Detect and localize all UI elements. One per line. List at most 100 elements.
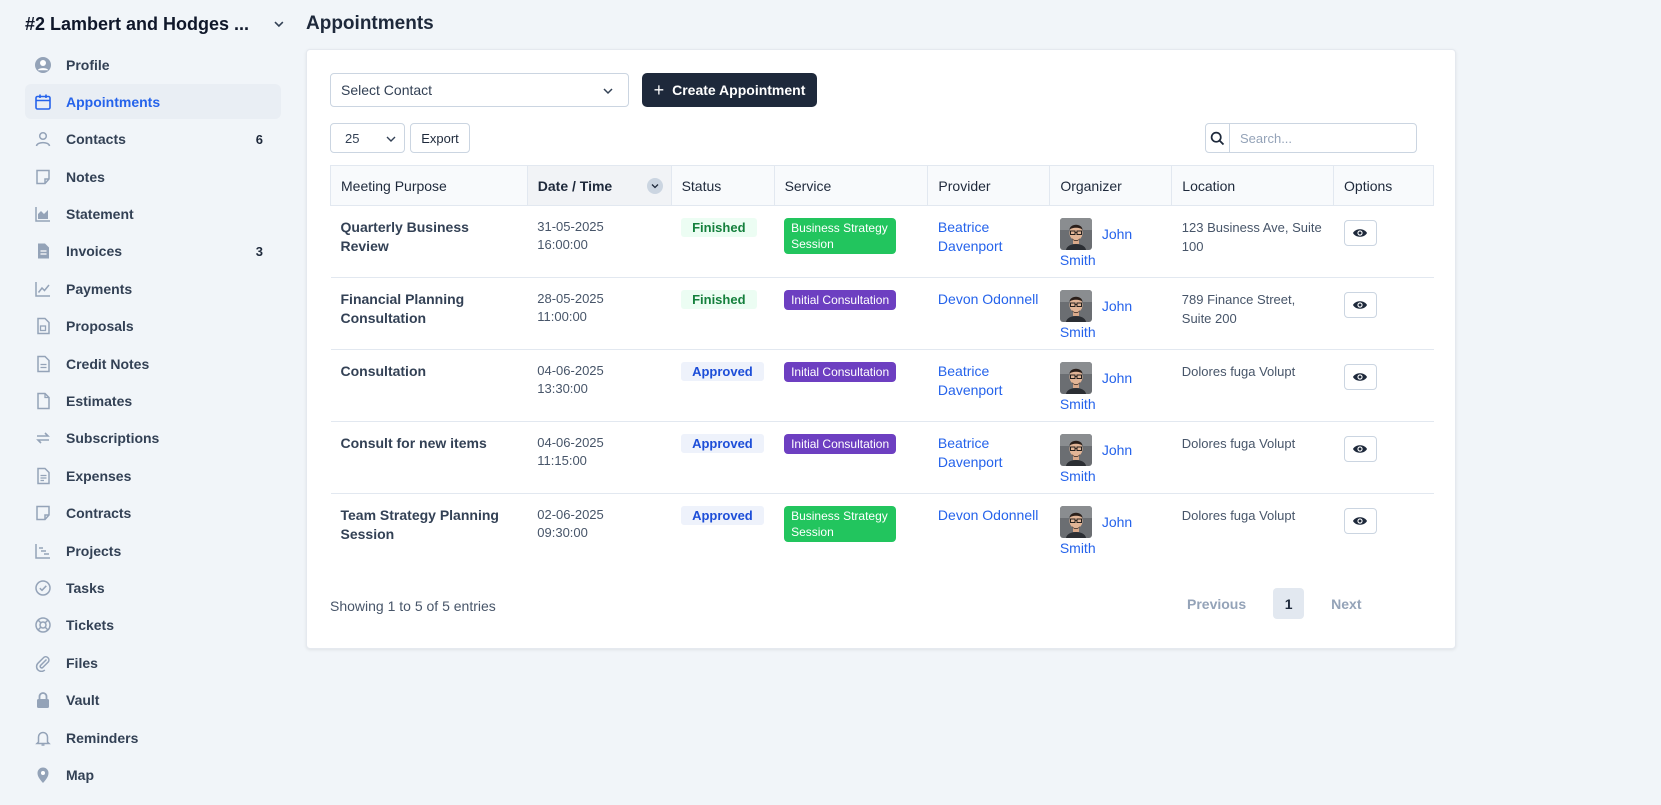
- cell-location: Dolores fuga Volupt: [1171, 349, 1334, 422]
- column-header-meeting-purpose[interactable]: Meeting Purpose: [330, 165, 528, 206]
- sidebar-item-expenses[interactable]: Expenses: [25, 458, 281, 493]
- column-header-provider[interactable]: Provider: [927, 165, 1051, 206]
- sidebar-item-payments[interactable]: Payments: [25, 271, 281, 306]
- organizer-first-name[interactable]: John: [1101, 370, 1133, 386]
- sidebar-item-appointments[interactable]: Appointments: [25, 84, 281, 120]
- cell-service: Business Strategy Session: [774, 494, 928, 566]
- page-1-button[interactable]: 1: [1273, 588, 1305, 619]
- previous-page-button[interactable]: Previous: [1187, 595, 1247, 612]
- check-circle-icon: [34, 579, 52, 597]
- export-button[interactable]: Export: [410, 123, 470, 153]
- column-header-date-time[interactable]: Date / Time: [527, 165, 672, 206]
- organizer-last-name[interactable]: Smith: [1059, 252, 1096, 268]
- sidebar-item-label: Files: [66, 654, 98, 671]
- user-circle-icon: [34, 56, 52, 74]
- status-badge: Finished: [681, 218, 757, 237]
- cell-status: Finished: [671, 277, 775, 350]
- avatar: [1059, 362, 1092, 394]
- sidebar-item-contracts[interactable]: Contracts: [25, 496, 281, 531]
- provider-link[interactable]: Beatrice Davenport: [937, 363, 1003, 398]
- view-button[interactable]: [1343, 508, 1377, 534]
- organizer-last-name[interactable]: Smith: [1059, 324, 1096, 340]
- view-button[interactable]: [1343, 292, 1377, 318]
- sidebar-item-contacts[interactable]: Contacts 6: [25, 122, 281, 157]
- sidebar-item-notes[interactable]: Notes: [25, 159, 281, 194]
- next-page-button[interactable]: Next: [1331, 595, 1362, 612]
- organizer-first-name[interactable]: John: [1101, 442, 1133, 458]
- organizer-last-name[interactable]: Smith: [1059, 540, 1096, 556]
- sidebar-item-label: Tasks: [66, 579, 105, 596]
- view-button[interactable]: [1343, 220, 1377, 246]
- sidebar-item-credit-notes[interactable]: Credit Notes: [25, 346, 281, 381]
- avatar: [1059, 506, 1092, 538]
- sidebar-item-profile[interactable]: Profile: [25, 47, 281, 82]
- cell-service: Initial Consultation: [774, 349, 928, 422]
- service-badge: Business Strategy Session: [784, 506, 897, 542]
- sidebar-item-reminders[interactable]: Reminders: [25, 720, 281, 755]
- organizer-first-name[interactable]: John: [1101, 298, 1133, 314]
- line-chart-icon: [34, 280, 52, 298]
- sidebar-item-tasks[interactable]: Tasks: [25, 570, 281, 605]
- provider-link[interactable]: Devon Odonnell: [937, 291, 1039, 307]
- search-input[interactable]: [1230, 124, 1416, 152]
- organizer-first-name[interactable]: John: [1101, 226, 1133, 242]
- sidebar-item-tickets[interactable]: Tickets: [25, 608, 281, 643]
- sidebar-item-estimates[interactable]: Estimates: [25, 384, 281, 419]
- client-switcher[interactable]: #2 Lambert and Hodges ...: [25, 12, 285, 36]
- sidebar-item-count: 3: [255, 243, 263, 259]
- search-icon[interactable]: [1206, 124, 1230, 152]
- cell-meeting-purpose: Quarterly Business Review: [330, 205, 528, 278]
- chart-steps-icon: [34, 542, 52, 560]
- page-size-select[interactable]: 25: [330, 123, 405, 153]
- sidebar-item-map[interactable]: Map: [25, 757, 281, 792]
- provider-link[interactable]: Beatrice Davenport: [937, 219, 1003, 254]
- table-body: Quarterly Business Review 31-05-2025 16:00…: [330, 205, 1434, 566]
- entries-info: Showing 1 to 5 of 5 entries: [330, 598, 496, 614]
- create-appointment-button[interactable]: + Create Appointment: [642, 73, 817, 107]
- organizer: John Smith: [1059, 434, 1150, 484]
- cell-status: Approved: [671, 421, 775, 494]
- meeting-purpose: Consult for new items: [340, 435, 487, 451]
- sidebar-item-projects[interactable]: Projects: [25, 533, 281, 568]
- view-button[interactable]: [1343, 436, 1377, 462]
- cell-date-time: 28-05-2025 11:00:00: [527, 277, 672, 350]
- provider-link[interactable]: Beatrice Davenport: [937, 435, 1003, 470]
- proposal-icon: [34, 317, 52, 335]
- column-header-service[interactable]: Service: [774, 165, 929, 206]
- table-header-row: Meeting Purpose Date / Time Status Servi…: [330, 165, 1434, 206]
- view-button[interactable]: [1343, 364, 1377, 390]
- map-pin-icon: [34, 766, 52, 784]
- sidebar-item-files[interactable]: Files: [25, 645, 281, 680]
- sidebar-item-label: Contacts: [66, 131, 126, 148]
- organizer-last-name[interactable]: Smith: [1059, 396, 1096, 412]
- provider-link[interactable]: Devon Odonnell: [937, 507, 1039, 523]
- sidebar-item-subscriptions[interactable]: Subscriptions: [25, 421, 281, 456]
- eye-icon: [1352, 227, 1368, 239]
- sidebar-item-invoices[interactable]: Invoices 3: [25, 234, 281, 269]
- cell-meeting-purpose: Team Strategy Planning Session: [331, 494, 528, 566]
- cell-meeting-purpose: Consult for new items: [330, 421, 528, 494]
- organizer-last-name[interactable]: Smith: [1059, 468, 1096, 484]
- appointments-card: Select Contact + Create Appointment 25 E…: [306, 49, 1456, 649]
- contract-icon: [34, 504, 52, 522]
- eye-icon: [1352, 443, 1368, 455]
- column-header-location[interactable]: Location: [1171, 165, 1335, 206]
- sidebar-item-statement[interactable]: Statement: [25, 197, 281, 232]
- column-header-status[interactable]: Status: [671, 165, 775, 206]
- select-contact-dropdown[interactable]: Select Contact: [330, 73, 629, 107]
- sidebar-item-label: Vault: [66, 692, 100, 709]
- cell-organizer: John Smith: [1049, 421, 1172, 494]
- appointment-time: 13:30:00: [537, 381, 588, 396]
- location-text: Dolores fuga Volupt: [1181, 436, 1296, 451]
- column-header-organizer[interactable]: Organizer: [1049, 165, 1173, 206]
- chevron-down-icon: [603, 88, 613, 95]
- appointment-date: 02-06-2025: [537, 507, 604, 522]
- sidebar-item-proposals[interactable]: Proposals: [25, 309, 281, 344]
- organizer: John Smith: [1059, 218, 1150, 268]
- cell-provider: Devon Odonnell: [928, 494, 1050, 566]
- sidebar-item-label: Proposals: [66, 318, 134, 335]
- sidebar-item-label: Reminders: [66, 729, 139, 746]
- sidebar-item-vault[interactable]: Vault: [25, 683, 281, 718]
- document-icon: [34, 355, 52, 373]
- organizer-first-name[interactable]: John: [1101, 514, 1133, 530]
